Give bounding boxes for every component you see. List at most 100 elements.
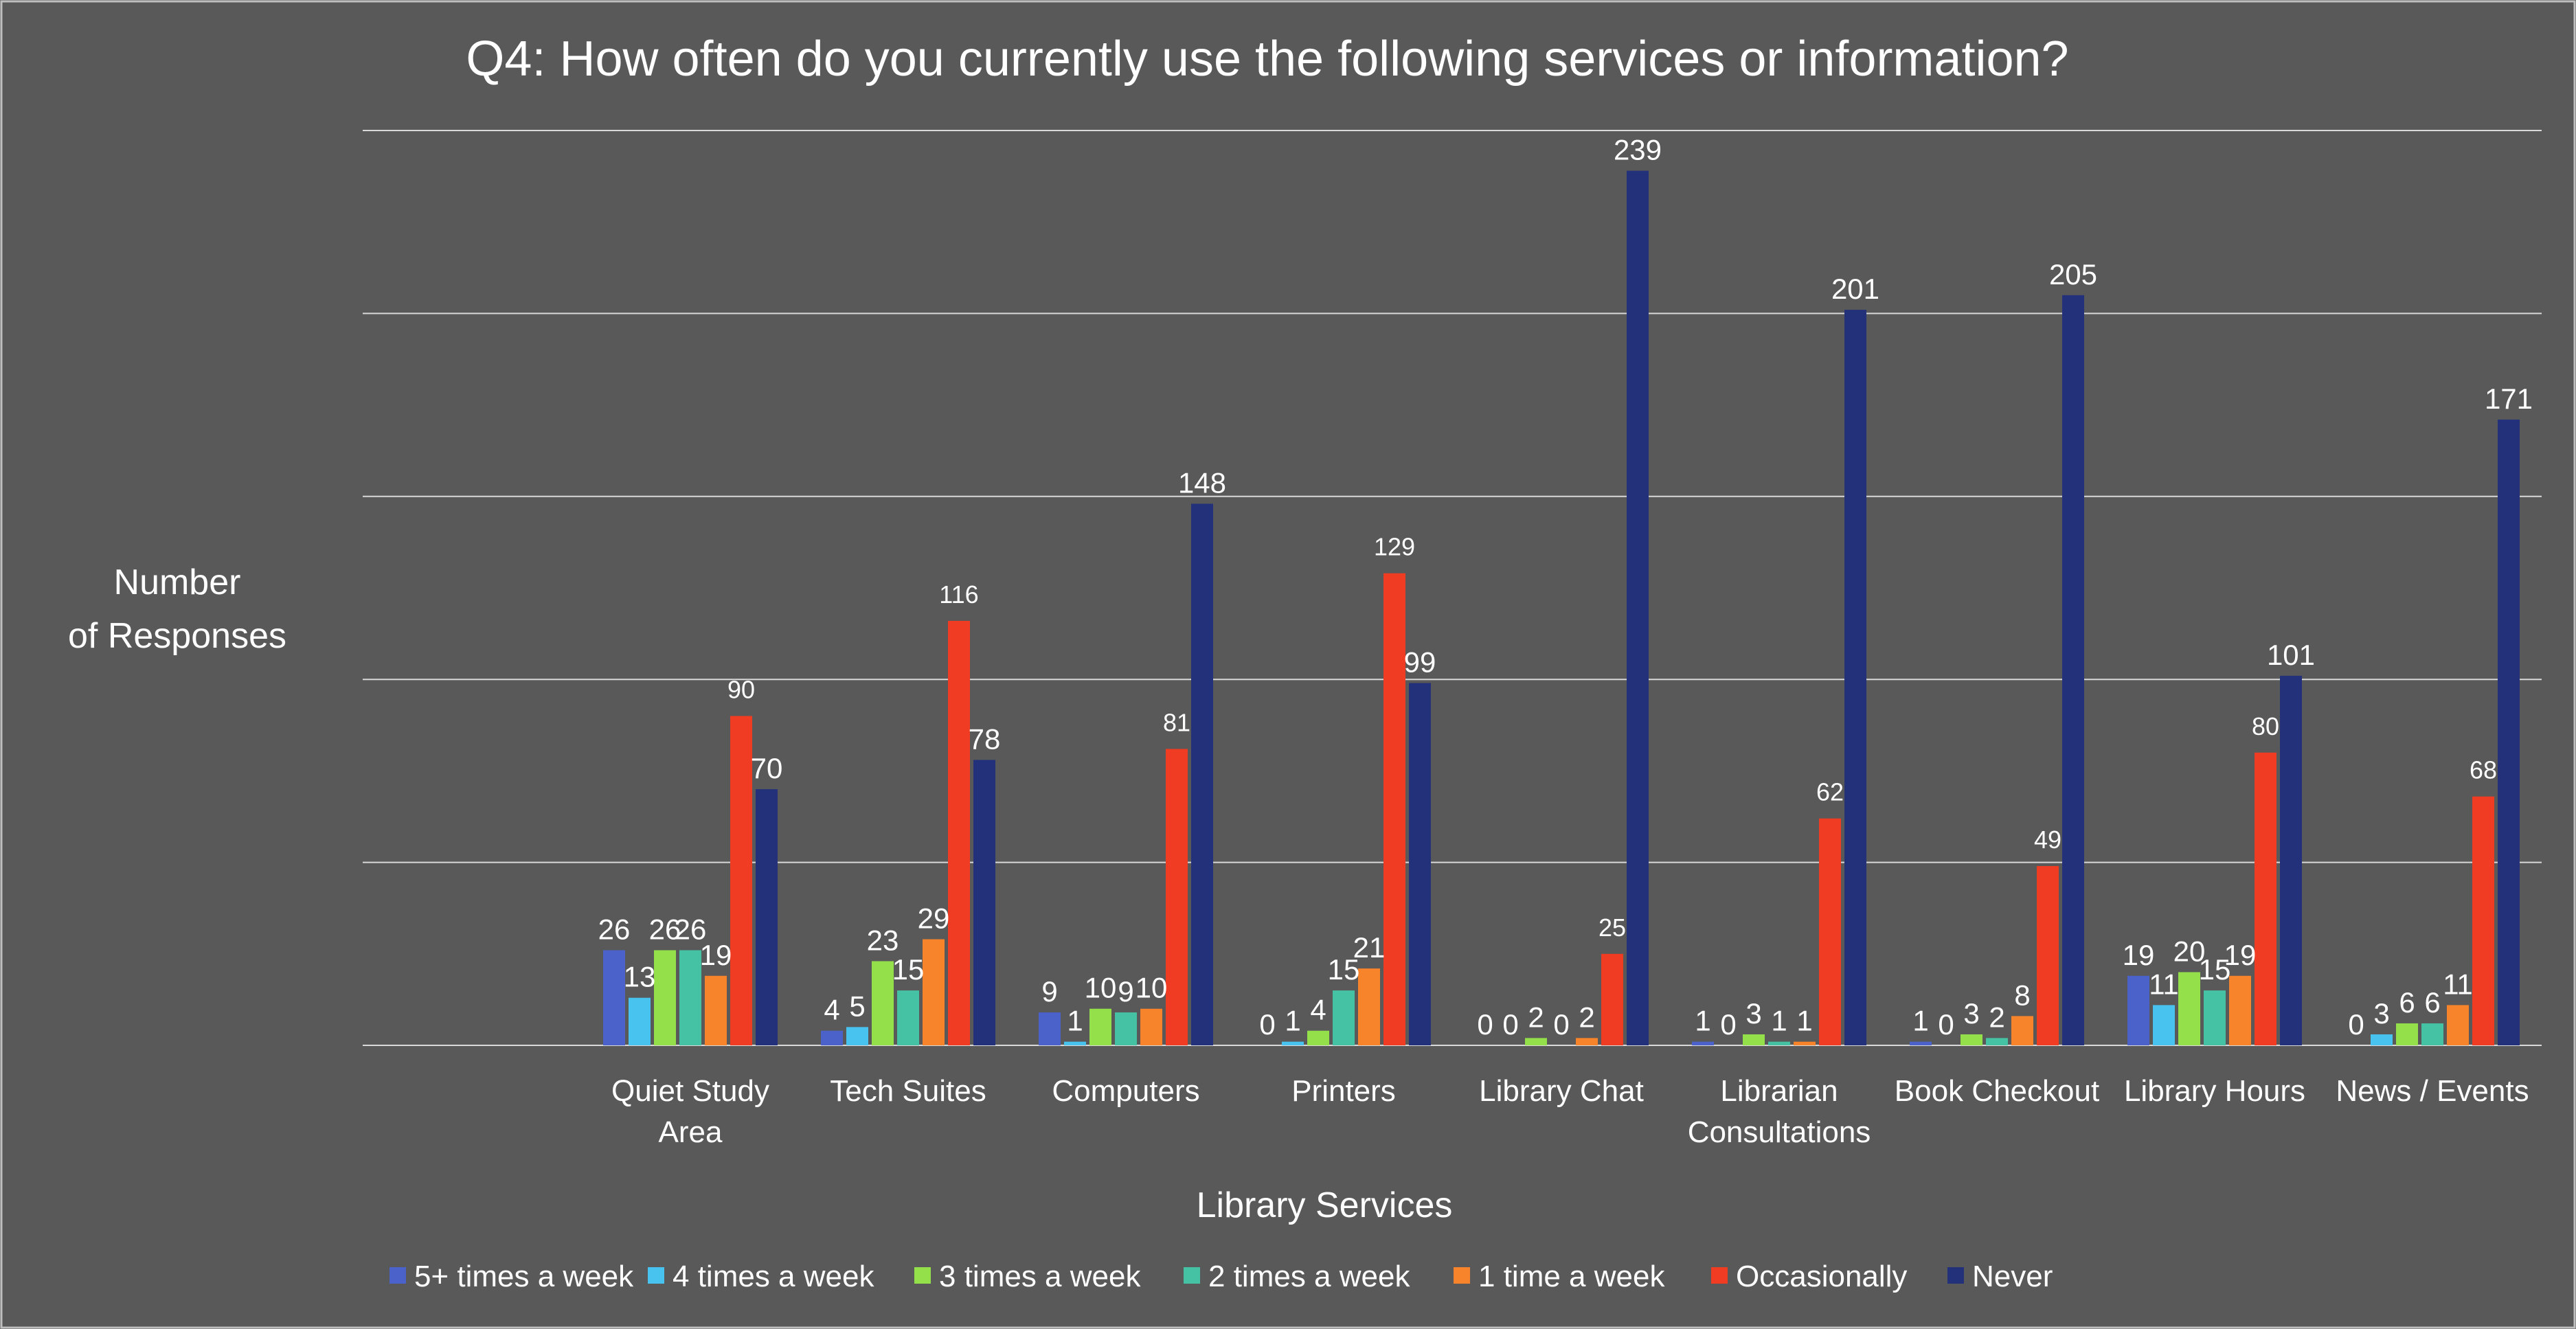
bar <box>1358 968 1380 1045</box>
bar <box>1409 683 1431 1045</box>
legend-swatch <box>914 1267 931 1284</box>
category-label: Computers <box>1052 1074 1199 1108</box>
x-axis-label: Library Services <box>1197 1185 1453 1225</box>
bar <box>1191 503 1213 1045</box>
legend-label: 5+ times a week <box>414 1260 634 1293</box>
legend-swatch <box>389 1267 406 1284</box>
data-label: 90 <box>727 675 755 703</box>
bar <box>2421 1023 2443 1045</box>
bar <box>1089 1008 1111 1045</box>
data-label: 15 <box>2199 953 2231 986</box>
bar <box>756 789 778 1045</box>
data-label: 0 <box>1502 1008 1518 1041</box>
data-label: 29 <box>918 902 950 934</box>
data-label: 0 <box>1938 1008 1954 1041</box>
data-label: 239 <box>1614 134 1662 166</box>
bar <box>846 1027 868 1045</box>
bar <box>2498 419 2520 1045</box>
legend-swatch <box>1711 1267 1728 1284</box>
data-label: 1 <box>1912 1005 1928 1037</box>
data-label: 0 <box>1259 1008 1275 1041</box>
bar <box>603 950 625 1045</box>
bar <box>654 950 676 1045</box>
data-label: 19 <box>2123 939 2155 971</box>
data-label: 15 <box>1328 953 1360 986</box>
category-label: Book Checkout <box>1895 1074 2099 1108</box>
data-label: 13 <box>624 961 656 993</box>
legend-label: Occasionally <box>1736 1260 1907 1293</box>
data-label: 171 <box>2485 383 2533 415</box>
legend-item: Never <box>1947 1260 2053 1293</box>
data-label: 3 <box>2373 997 2389 1030</box>
bar <box>2178 972 2200 1045</box>
category-label: Quiet Study Area <box>611 1074 769 1149</box>
data-label: 19 <box>2224 939 2257 971</box>
data-label: 1 <box>1771 1005 1787 1037</box>
category-label: Library Chat <box>1479 1074 1644 1108</box>
legend-item: 1 time a week <box>1454 1260 1665 1293</box>
bar <box>2127 975 2149 1045</box>
data-label: 205 <box>2049 258 2097 291</box>
gridlines <box>363 130 2542 1046</box>
legend-swatch <box>1454 1267 1470 1284</box>
bar <box>1986 1038 2008 1045</box>
data-label: 8 <box>2014 979 2030 1011</box>
data-label: 20 <box>2173 935 2206 967</box>
data-label: 3 <box>1745 997 1761 1030</box>
legend-swatch <box>1184 1267 1200 1284</box>
data-label: 11 <box>2443 968 2473 1000</box>
bar <box>973 760 995 1045</box>
data-label: 1 <box>1796 1005 1812 1037</box>
data-label: 4 <box>824 994 839 1026</box>
data-label: 80 <box>2252 712 2279 740</box>
data-label: 2 <box>1528 1001 1544 1033</box>
bar <box>2396 1023 2418 1045</box>
data-label: 3 <box>1963 997 1979 1030</box>
bar <box>1525 1038 1547 1045</box>
bar <box>705 975 727 1045</box>
legend-item: 2 times a week <box>1184 1260 1410 1293</box>
bar <box>2204 990 2226 1045</box>
bar <box>1166 749 1188 1045</box>
data-label: 9 <box>1041 975 1057 1008</box>
data-label: 0 <box>2348 1008 2364 1041</box>
data-label: 201 <box>1831 273 1879 305</box>
bars <box>603 170 2520 1045</box>
bar <box>2371 1034 2393 1045</box>
data-label: 19 <box>700 939 732 971</box>
bar <box>1576 1038 1598 1045</box>
data-label: 2 <box>1989 1001 2004 1033</box>
data-label: 6 <box>2399 986 2415 1019</box>
bar <box>2229 975 2251 1045</box>
data-label: 99 <box>1404 646 1436 679</box>
legend-item: 4 times a week <box>648 1260 874 1293</box>
bar <box>1692 1041 1714 1045</box>
category-label: Tech Suites <box>830 1074 986 1108</box>
data-label: 78 <box>969 723 1001 755</box>
data-label: 26 <box>675 913 707 945</box>
data-label: 15 <box>892 953 925 986</box>
legend-item: 3 times a week <box>914 1260 1141 1293</box>
bar <box>1794 1041 1816 1045</box>
bar <box>1064 1041 1086 1045</box>
bar <box>629 997 651 1045</box>
data-label: 21 <box>1353 931 1386 964</box>
bar <box>1627 170 1649 1045</box>
data-label: 70 <box>751 752 783 784</box>
legend-label: Never <box>1972 1260 2053 1293</box>
data-label: 148 <box>1178 466 1226 499</box>
category-labels: Quiet Study Area Tech Suites Computers Print… <box>611 1074 2529 1149</box>
data-label: 26 <box>649 913 681 945</box>
data-label: 129 <box>1374 533 1415 561</box>
bar <box>948 620 970 1045</box>
bar <box>2011 1016 2033 1045</box>
bar <box>1307 1030 1329 1045</box>
bar <box>1115 1012 1137 1045</box>
data-label: 26 <box>598 913 631 945</box>
data-label: 5 <box>849 990 865 1022</box>
bar <box>1961 1034 1982 1045</box>
bar <box>2447 1005 2469 1045</box>
